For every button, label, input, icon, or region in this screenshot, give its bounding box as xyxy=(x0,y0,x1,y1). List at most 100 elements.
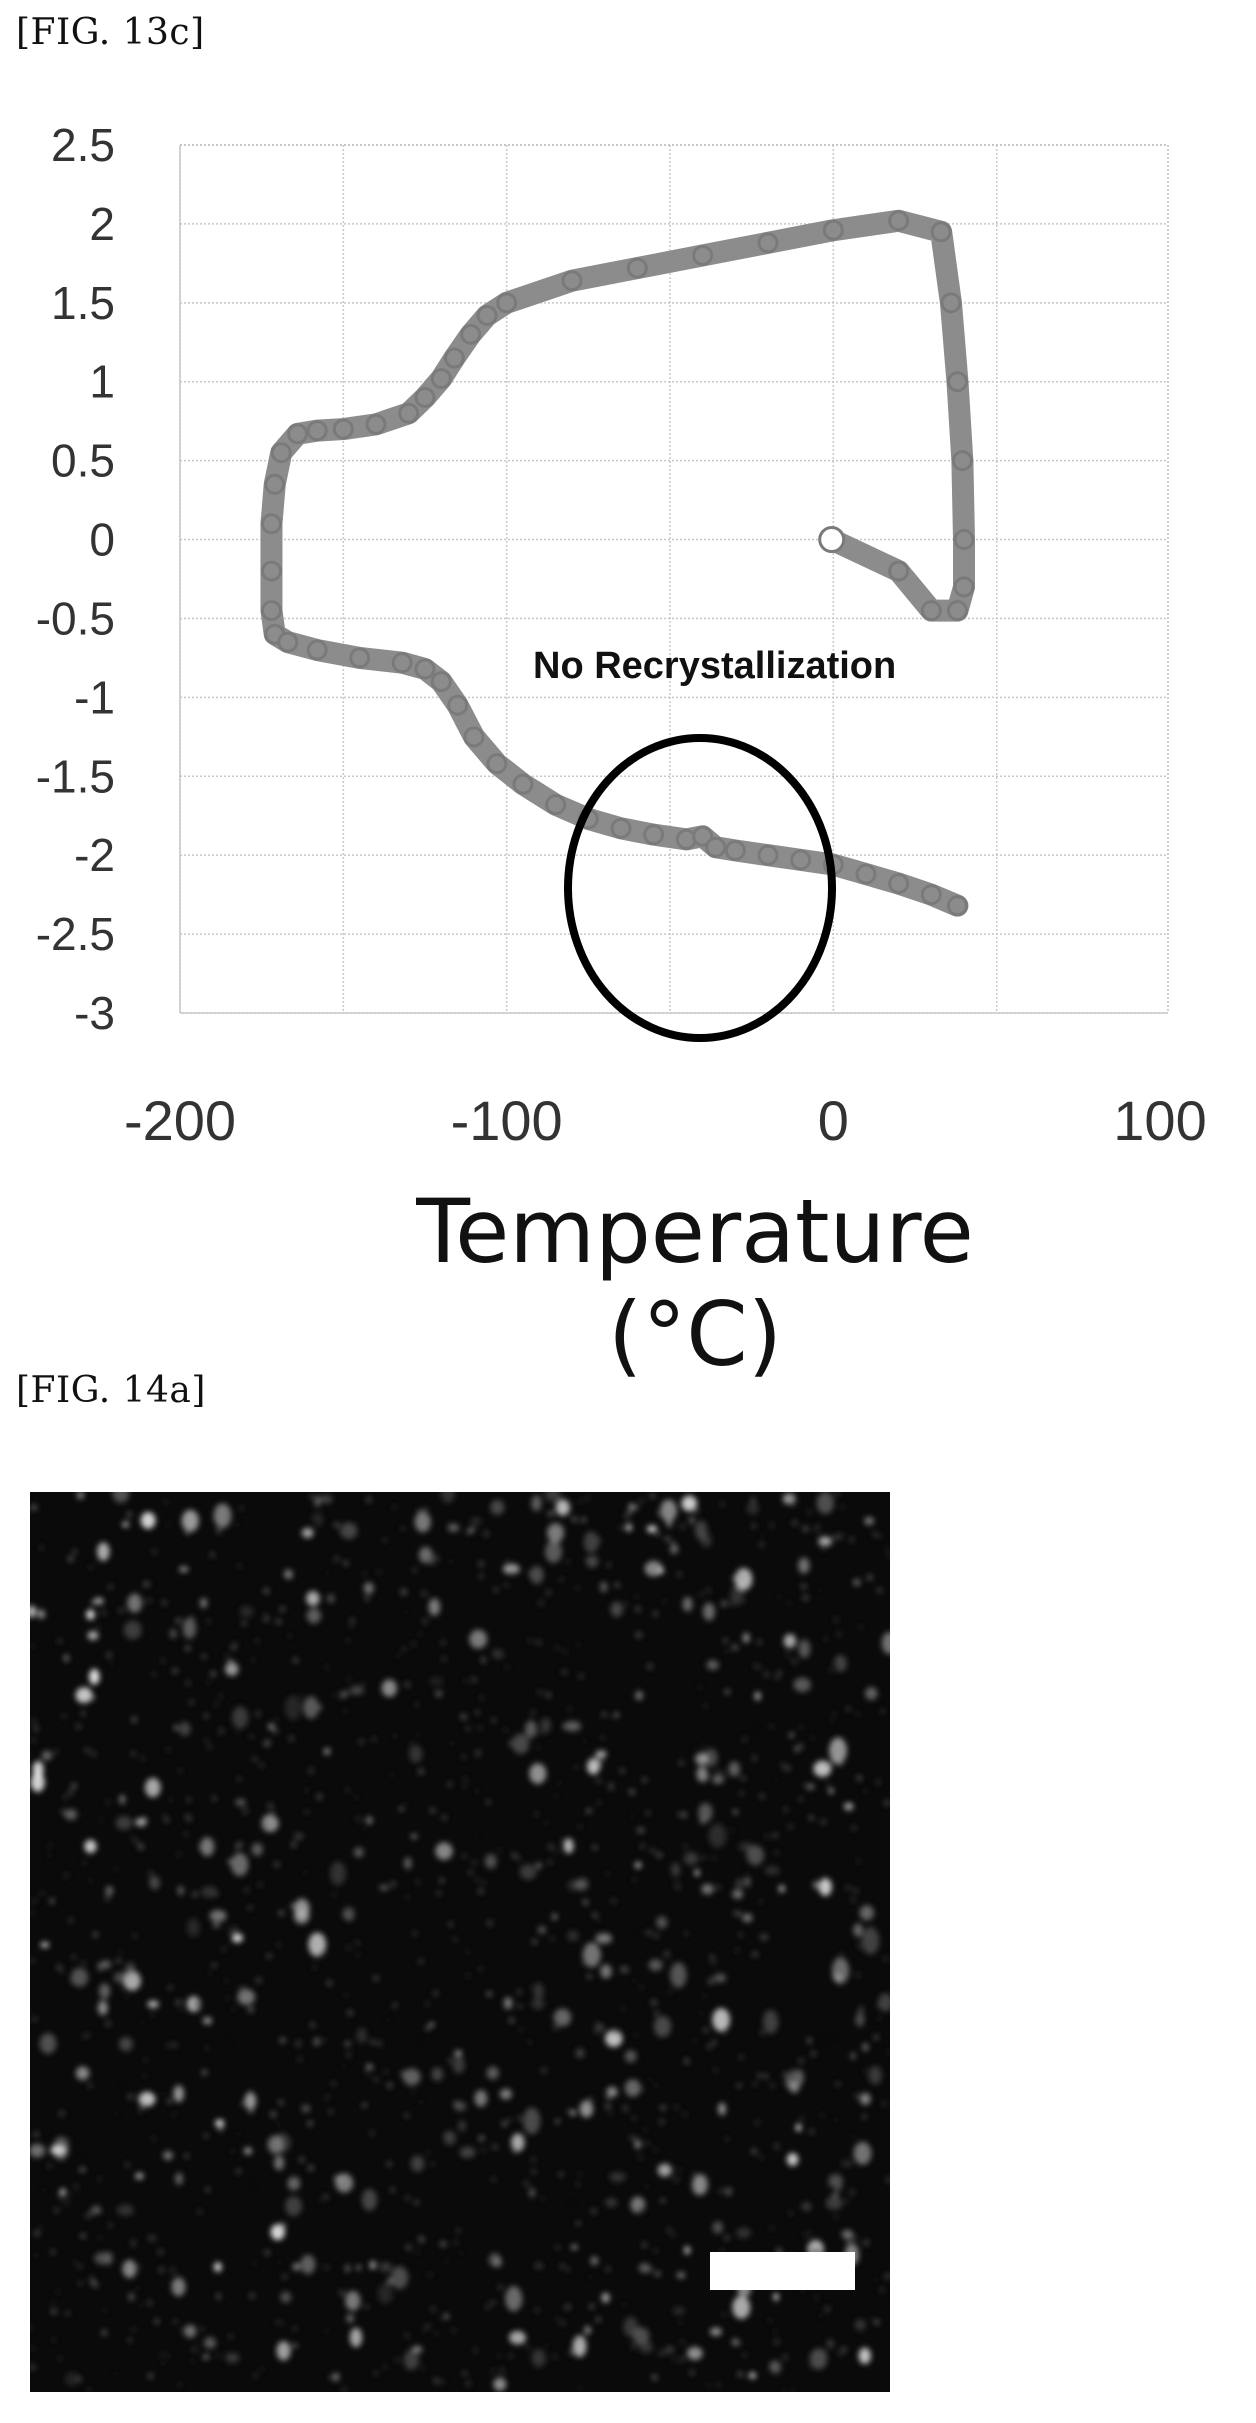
noise-dot xyxy=(814,2296,818,2300)
noise-dot xyxy=(311,1515,314,1518)
noise-dot xyxy=(185,1814,191,1820)
speckle xyxy=(529,1763,547,1784)
speckle xyxy=(291,2343,298,2348)
speckle xyxy=(292,1658,299,1663)
noise-dot xyxy=(164,1500,168,1504)
speckle xyxy=(694,1520,708,1540)
noise-dot xyxy=(264,1822,270,1828)
speckle xyxy=(459,2146,476,2158)
noise-dot xyxy=(405,1800,409,1804)
speckle xyxy=(32,1761,44,1778)
noise-dot xyxy=(421,2329,426,2333)
data-point xyxy=(447,694,469,716)
noise-dot xyxy=(180,2333,184,2336)
noise-dot xyxy=(486,1991,493,1997)
noise-dot xyxy=(462,1784,467,1789)
y-tick-label: 1.5 xyxy=(51,277,115,329)
speckle xyxy=(736,2227,751,2239)
x-axis-label: Temperature (°C) xyxy=(416,1180,974,1386)
speckle xyxy=(113,1972,130,1984)
speckle xyxy=(609,2172,626,2183)
speckle xyxy=(244,2092,257,2110)
noise-dot xyxy=(141,1756,145,1761)
speckle xyxy=(346,2313,355,2323)
noise-dot xyxy=(255,1977,262,1984)
speckle xyxy=(853,1578,861,1587)
noise-dot xyxy=(126,1511,133,1518)
noise-dot xyxy=(346,1639,349,1643)
noise-dot xyxy=(100,1818,103,1822)
noise-dot xyxy=(210,1671,217,1677)
noise-dot xyxy=(550,1937,554,1941)
noise-dot xyxy=(124,2162,130,2168)
noise-dot xyxy=(802,1783,806,1787)
data-point xyxy=(430,671,452,693)
noise-dot xyxy=(598,2025,605,2031)
speckle xyxy=(788,2069,797,2077)
noise-dot xyxy=(83,1700,86,1704)
speckle xyxy=(303,1696,319,1719)
speckle xyxy=(625,1523,633,1532)
noise-dot xyxy=(634,1610,637,1613)
noise-dot xyxy=(76,1724,81,1729)
noise-dot xyxy=(570,2202,573,2205)
figure-14a-label: [FIG. 14a] xyxy=(16,1370,206,1411)
noise-dot xyxy=(291,2202,297,2208)
noise-dot xyxy=(382,1537,388,1543)
noise-dot xyxy=(453,2100,460,2107)
noise-dot xyxy=(239,1506,244,1511)
noise-dot xyxy=(376,2040,382,2047)
speckle xyxy=(363,1582,374,1595)
noise-dot xyxy=(255,1639,259,1643)
noise-dot xyxy=(32,1899,36,1904)
noise-dot xyxy=(452,2328,456,2333)
noise-dot xyxy=(393,1734,398,1738)
data-point xyxy=(888,873,910,895)
noise-dot xyxy=(536,1639,542,1645)
fig13c-chart: 2.5 2 1.5 1 0.5 0 -0.5 -1 -1.5 -2 -2.5 -3 -200 -100 0… xyxy=(36,119,1207,1152)
speckle xyxy=(75,2066,90,2081)
noise-dot xyxy=(583,1959,589,1966)
speckle xyxy=(419,1546,433,1564)
speckle xyxy=(570,2109,576,2116)
noise-dot xyxy=(765,1834,770,1839)
noise-dot xyxy=(249,2089,252,2093)
speckle xyxy=(652,2374,658,2381)
noise-dot xyxy=(634,2034,638,2037)
noise-dot xyxy=(166,1747,171,1752)
noise-dot xyxy=(323,2194,329,2200)
speckle xyxy=(429,2022,434,2028)
speckle xyxy=(91,2205,102,2215)
noise-dot xyxy=(475,1833,478,1836)
speckle xyxy=(853,2141,872,2165)
speckle xyxy=(703,1748,718,1767)
noise-dot xyxy=(478,2135,485,2142)
noise-dot xyxy=(76,2377,82,2382)
speckle xyxy=(301,2104,311,2113)
noise-dot xyxy=(648,2078,652,2081)
noise-dot xyxy=(237,1564,242,1569)
speckle xyxy=(859,1905,875,1921)
noise-dot xyxy=(226,1517,230,1520)
speckle xyxy=(656,1916,668,1929)
noise-dot xyxy=(683,2112,687,2117)
speckle xyxy=(793,1677,811,1693)
noise-dot xyxy=(555,2317,560,2321)
noise-dot xyxy=(545,1821,548,1825)
noise-dot xyxy=(498,2285,503,2290)
noise-dot xyxy=(641,2088,645,2092)
speckle xyxy=(523,2107,541,2135)
noise-dot xyxy=(47,2163,53,2169)
noise-dot xyxy=(326,1980,333,1986)
x-tick-label: 0 xyxy=(818,1089,849,1152)
speckle xyxy=(429,1807,436,1814)
noise-dot xyxy=(161,1658,165,1663)
speckle xyxy=(499,2088,512,2100)
noise-dot xyxy=(589,2096,593,2100)
noise-dot xyxy=(480,1695,484,1700)
y-tick-label: -1 xyxy=(74,671,115,723)
noise-dot xyxy=(232,2007,235,2011)
noise-dot xyxy=(131,1836,135,1840)
noise-dot xyxy=(169,1797,173,1801)
noise-dot xyxy=(280,2222,287,2229)
